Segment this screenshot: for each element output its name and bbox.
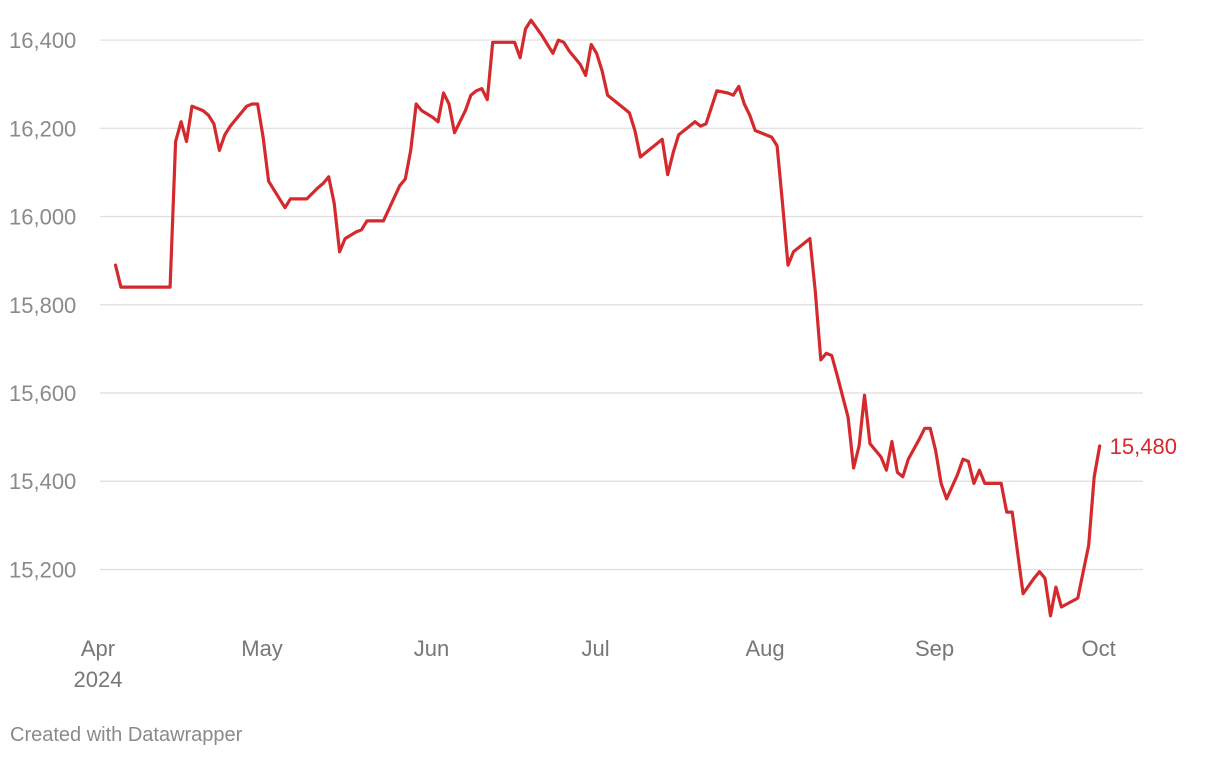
credit-footer: Created with Datawrapper	[10, 724, 243, 746]
line-chart: 15,200 15,400 15,600 15,800 16,000 16,200 16,4…	[9, 18, 1177, 692]
y-tick-label: 15,600	[9, 381, 76, 406]
y-tick-label: 16,400	[9, 28, 76, 53]
y-tick-label: 16,000	[9, 205, 76, 230]
series-line	[113, 18, 1102, 618]
annotation-layer: 15,480	[1110, 434, 1177, 459]
x-tick-label: Sep	[915, 636, 954, 661]
x-tick-year-label: 2024	[74, 667, 123, 692]
end-value-label: 15,480	[1110, 434, 1177, 459]
y-tick-label: 15,800	[9, 293, 76, 318]
x-tick-label: Apr	[81, 636, 115, 661]
x-tick-label: Jun	[414, 636, 449, 661]
gridlines	[100, 39, 1143, 571]
y-tick-label: 16,200	[9, 116, 76, 141]
x-tick-label: Jul	[582, 636, 610, 661]
y-tick-label: 15,200	[9, 557, 76, 582]
series-layer	[113, 18, 1102, 618]
x-tick-label: May	[241, 636, 283, 661]
x-tick-label: Aug	[745, 636, 784, 661]
y-axis-tick-labels: 15,200 15,400 15,600 15,800 16,000 16,200 16,4…	[9, 28, 76, 582]
x-tick-label: Oct	[1081, 636, 1115, 661]
y-tick-label: 15,400	[9, 469, 76, 494]
x-axis-tick-labels: Apr 2024 May Jun Jul Aug Sep Oct	[74, 636, 1116, 692]
